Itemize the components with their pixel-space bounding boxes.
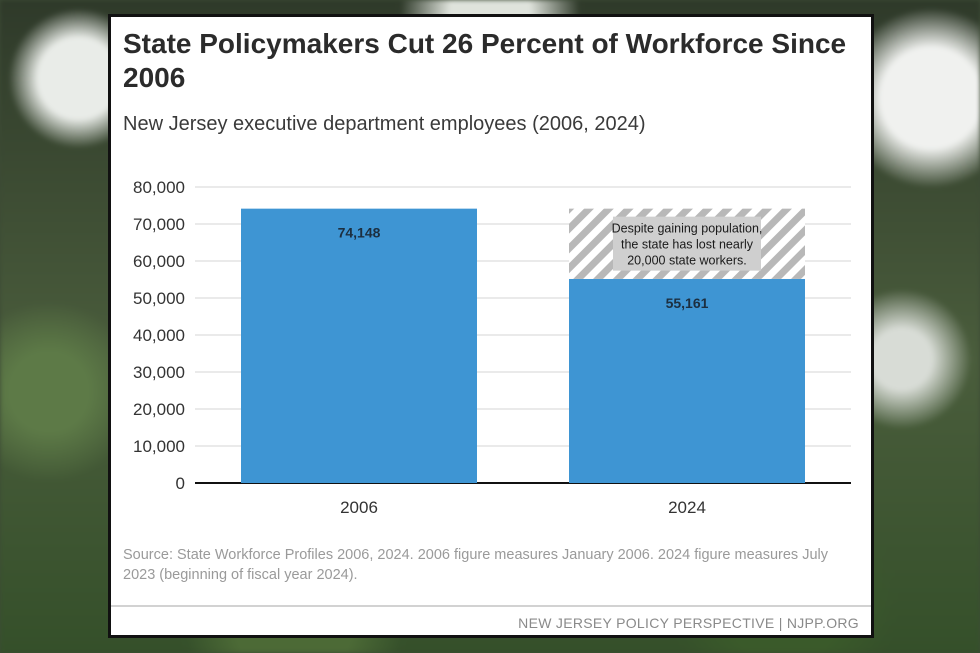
y-tick-label: 50,000	[133, 289, 185, 308]
annotation-text-line: 20,000 state workers.	[627, 254, 747, 268]
source-note: Source: State Workforce Profiles 2006, 2…	[123, 547, 828, 583]
y-tick-label: 40,000	[133, 326, 185, 345]
bar-2024	[569, 278, 805, 483]
chart-title: State Policymakers Cut 26 Percent of Wor…	[123, 28, 847, 93]
y-tick-label: 0	[176, 474, 185, 493]
x-tick-label: 2006	[340, 498, 378, 517]
y-tick-label: 10,000	[133, 437, 185, 456]
bar-2006	[241, 208, 477, 483]
footer-credit: NEW JERSEY POLICY PERSPECTIVE | NJPP.ORG	[518, 615, 859, 631]
y-tick-label: 20,000	[133, 400, 185, 419]
chart-subtitle: New Jersey executive department employee…	[123, 113, 646, 135]
annotation-text-line: the state has lost nearly	[621, 238, 754, 252]
y-tick-label: 30,000	[133, 363, 185, 382]
footer-divider	[111, 605, 871, 607]
y-tick-label: 70,000	[133, 215, 185, 234]
x-tick-label: 2024	[668, 498, 706, 517]
bar-chart: 0 10,000 20,000 30,000 40,000 50,000 60,000 70,…	[133, 178, 851, 517]
annotation-text-line: Despite gaining population,	[612, 222, 763, 236]
y-tick-label: 60,000	[133, 252, 185, 271]
bar-value-label: 74,148	[338, 225, 381, 241]
chart-card: State Policymakers Cut 26 Percent of Wor…	[108, 14, 874, 638]
bar-value-label: 55,161	[666, 295, 709, 311]
y-tick-label: 80,000	[133, 178, 185, 197]
annotation-box	[613, 216, 761, 271]
